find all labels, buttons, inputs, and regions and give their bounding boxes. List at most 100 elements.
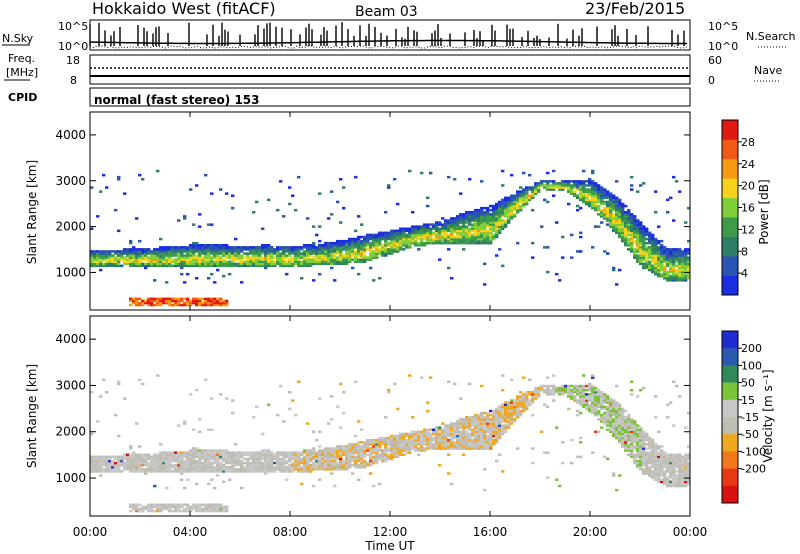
velocity-cell (474, 424, 478, 427)
power-cell (138, 239, 142, 243)
velocity-cell (609, 409, 613, 413)
power-cell (216, 244, 220, 247)
power-cell (546, 180, 550, 183)
velocity-cell (237, 459, 241, 463)
velocity-cell (261, 432, 265, 436)
velocity-cell (315, 451, 319, 454)
velocity-cell (147, 503, 151, 506)
power-cell (240, 281, 244, 284)
velocity-cell (240, 453, 244, 456)
velocity-cell (96, 457, 100, 461)
velocity-cell (183, 468, 187, 471)
power-cell (672, 274, 676, 278)
velocity-cell (216, 505, 220, 509)
velocity-cell (132, 453, 136, 456)
velocity-cell (198, 505, 202, 509)
power-cell (549, 184, 553, 187)
power-colorbar-tick-label: 4 (741, 267, 748, 280)
power-cell (657, 241, 661, 245)
velocity-cell (225, 461, 229, 465)
velocity-cell (279, 461, 283, 465)
velocity-cell (429, 436, 433, 440)
power-cell (201, 246, 205, 249)
velocity-cell (210, 455, 214, 459)
power-cell (204, 256, 208, 259)
velocity-cell (201, 453, 205, 456)
power-cell (510, 194, 514, 197)
velocity-cell (315, 459, 319, 463)
power-cell (489, 235, 493, 239)
power-cell (582, 188, 586, 191)
power-cell (582, 184, 586, 187)
velocity-cell (318, 463, 322, 467)
power-cell (264, 260, 268, 263)
power-cell (504, 204, 508, 208)
velocity-cell (207, 455, 211, 459)
power-cell (684, 262, 688, 266)
power-cell (258, 246, 262, 249)
power-cell (507, 219, 511, 222)
velocity-cell (459, 426, 463, 429)
velocity-cell (177, 466, 181, 469)
velocity-cell (552, 374, 556, 377)
power-cell (522, 171, 526, 175)
power-cell (489, 229, 493, 233)
power-cell (483, 211, 487, 214)
power-cell (297, 250, 301, 253)
power-cell (600, 221, 604, 224)
velocity-cell (603, 405, 607, 409)
power-cell (111, 250, 115, 253)
velocity-cell (357, 457, 361, 461)
power-cell (471, 237, 475, 241)
power-cell (165, 297, 169, 301)
velocity-cell (363, 445, 367, 448)
velocity-cell (606, 405, 610, 409)
velocity-cell (444, 428, 448, 431)
velocity-cell (492, 418, 496, 421)
power-cell (681, 258, 685, 261)
velocity-cell (207, 453, 211, 456)
velocity-cell (603, 393, 607, 396)
velocity-cell (588, 403, 592, 406)
power-cell (405, 227, 409, 230)
power-cell (189, 262, 193, 266)
power-cell (603, 192, 607, 195)
power-cell (342, 206, 346, 210)
velocity-cell (252, 451, 256, 454)
power-cell (93, 252, 97, 255)
power-cell (582, 182, 586, 185)
power-cell (324, 244, 328, 247)
velocity-cell (297, 470, 301, 473)
velocity-cell (255, 455, 259, 459)
power-cell (636, 233, 640, 237)
velocity-cell (393, 445, 397, 448)
power-cell (192, 301, 196, 305)
power-cell (375, 239, 379, 243)
velocity-cell (96, 455, 100, 459)
velocity-cell (111, 461, 115, 465)
power-cell (570, 256, 574, 259)
velocity-cell (159, 466, 163, 469)
power-cell (321, 252, 325, 255)
power-cell (369, 246, 373, 249)
velocity-cell (354, 459, 358, 463)
velocity-cell (651, 438, 655, 442)
velocity-cell (477, 428, 481, 431)
power-cell (681, 272, 685, 276)
power-cell (657, 258, 661, 261)
power-cell (222, 258, 226, 261)
power-cell (669, 279, 673, 282)
power-cell (279, 260, 283, 263)
power-cell (510, 206, 514, 210)
power-cell (108, 264, 112, 268)
velocity-cell (207, 468, 211, 471)
power-cell (357, 258, 361, 261)
power-cell (582, 194, 586, 197)
power-cell (480, 233, 484, 237)
velocity-cell (618, 428, 622, 431)
velocity-cell (564, 386, 568, 390)
power-cell (435, 223, 439, 226)
power-cell (153, 260, 157, 263)
velocity-cell (408, 438, 412, 442)
velocity-cell (216, 470, 220, 473)
